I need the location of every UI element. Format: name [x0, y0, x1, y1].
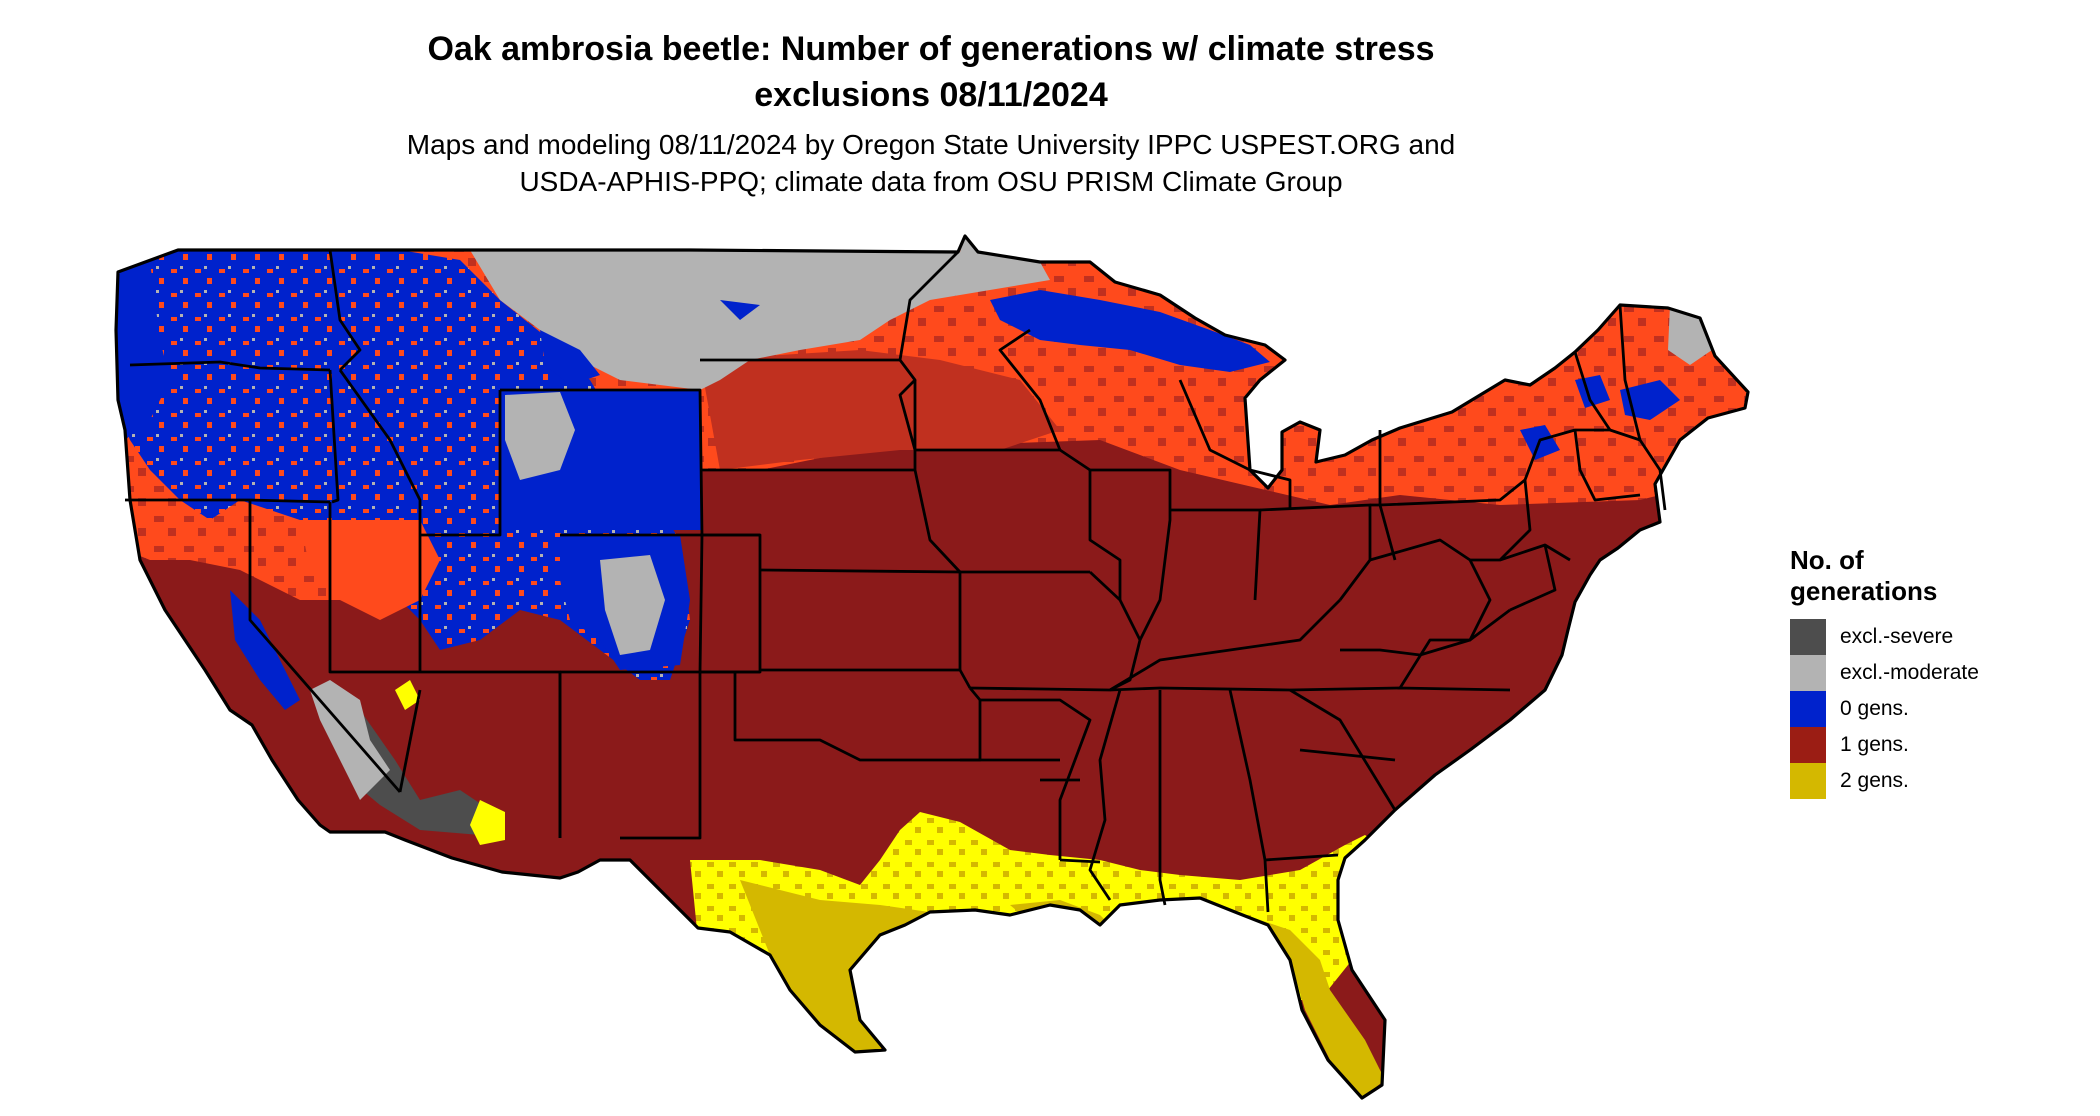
legend-item-1-gens: 1 gens.: [1790, 727, 2050, 763]
us-outline: [114, 234, 1750, 1100]
map-subtitle-line-2: USDA-APHIS-PPQ; climate data from OSU PR…: [519, 166, 1343, 197]
legend-item-excl-severe: excl.-severe: [1790, 619, 2050, 655]
state-boundaries: [114, 234, 1750, 1100]
us-generations-map: [114, 234, 1750, 1100]
legend-swatch-2-gens: [1790, 763, 1826, 799]
legend-label-excl-severe: excl.-severe: [1840, 625, 1954, 648]
zone-0-gen-north-plains-patches: [540, 300, 760, 385]
zone-1-gen-light-basin: [300, 520, 440, 620]
legend-title-line-1: No. of: [1790, 545, 1864, 575]
zone-excl-moderate-colorado: [600, 555, 665, 655]
zone-excl-moderate-north-plains: [470, 236, 1050, 390]
zone-0-gen-new-england: [1520, 375, 1680, 460]
legend-item-excl-moderate: excl.-moderate: [1790, 655, 2050, 691]
legend-label-2-gens: 2 gens.: [1840, 769, 1909, 792]
map-title-line-1: Oak ambrosia beetle: Number of generatio…: [427, 30, 1435, 68]
map-subtitle-line-1: Maps and modeling 08/11/2024 by Oregon S…: [406, 129, 1456, 160]
legend-swatch-excl-severe: [1790, 619, 1826, 655]
map-subtitle: Maps and modeling 08/11/2024 by Oregon S…: [0, 126, 1862, 200]
map-legend: No. of generations excl.-severe excl.-mo…: [1790, 545, 2050, 799]
zone-0-gen-sierra: [230, 590, 300, 710]
legend-swatch-1-gens: [1790, 727, 1826, 763]
map-title: Oak ambrosia beetle: Number of generatio…: [0, 26, 1862, 118]
legend-label-0-gens: 0 gens.: [1840, 697, 1909, 720]
map-title-line-2: exclusions 08/11/2024: [754, 76, 1108, 114]
legend-swatch-0-gens: [1790, 691, 1826, 727]
zone-excl-moderate-wyoming: [505, 392, 575, 480]
legend-title-line-2: generations: [1790, 576, 1938, 606]
legend-title: No. of generations: [1790, 545, 2050, 607]
zone-0-gen-great-lakes: [990, 290, 1270, 372]
legend-label-excl-moderate: excl.-moderate: [1840, 661, 1979, 684]
legend-item-0-gens: 0 gens.: [1790, 691, 2050, 727]
legend-label-1-gens: 1 gens.: [1840, 733, 1909, 756]
zone-2-gen-desert-edge: [395, 680, 505, 845]
legend-item-2-gens: 2 gens.: [1790, 763, 2050, 799]
zone-1-gen-mid-plains: [700, 350, 1060, 470]
legend-swatch-excl-moderate: [1790, 655, 1826, 691]
zone-2-gen-florida: [1230, 910, 1385, 1098]
